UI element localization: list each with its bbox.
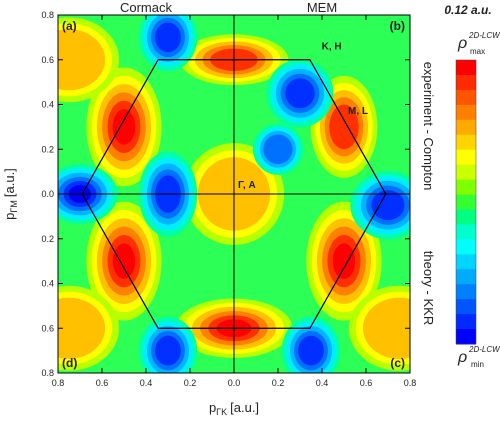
x-tick-label-7: 0.6: [360, 378, 373, 388]
y-tick-label-6: 0.4: [41, 279, 54, 289]
cold-region-4-level-4: [285, 78, 315, 109]
cold-region-7-level-3: [263, 134, 293, 165]
colorbar-swatch-12: [456, 239, 476, 255]
hot-region-7-level-2: [58, 29, 106, 91]
colorbar-swatch-8: [456, 179, 476, 196]
cold-region-2-level-4: [155, 22, 181, 53]
colorbar-swatch-6: [456, 149, 476, 166]
colorbar-top-value: 0.12 a.u.: [444, 3, 491, 17]
y-tick-label-4: 0.0: [41, 189, 54, 199]
x-tick-label-1: 0.6: [96, 378, 109, 388]
colorbar-swatch-11: [456, 224, 476, 240]
point-label-2: Γ, A: [238, 180, 256, 191]
y-tick-label-0: 0.8: [41, 10, 54, 20]
colorbar-swatch-0: [456, 60, 476, 76]
point-label-0: K, H: [322, 41, 342, 52]
panel-label-a: (a): [62, 19, 77, 33]
panel-label-b: (b): [390, 19, 405, 33]
x-tick-label-4: 0.0: [228, 378, 241, 388]
x-tick-label-3: 0.2: [184, 378, 197, 388]
axis-ticks: 0.8 0.6 0.4 0.2 0.0 0.2 0.4 0.6 0.80.80.60.40.20…: [41, 10, 416, 388]
colorbar-swatch-9: [456, 194, 476, 210]
right-label-experiment: experiment - Compton: [421, 62, 436, 191]
hot-region-1-level-5: [112, 243, 136, 279]
hot-region-8-level-2: [58, 297, 106, 359]
cold-region-3-level-4: [155, 335, 181, 366]
cold-region-6-level-4: [371, 190, 405, 221]
right-label-theory: theory - KKR: [421, 251, 436, 325]
colorbar-swatch-2: [456, 89, 476, 106]
y-tick-label-8: 0.8: [41, 368, 54, 378]
panel-label-d: (d): [62, 356, 77, 370]
panel-label-c: (c): [390, 356, 405, 370]
hot-region-0-level-5: [112, 109, 136, 145]
x-axis-label: pΓK [a.u.]: [209, 400, 259, 417]
colorbar-max-label: ρ 2D-LCW max: [457, 31, 500, 56]
y-tick-label-2: 0.4: [41, 100, 54, 110]
colorbar-swatch-1: [456, 74, 476, 91]
colorbar-min-label: ρ 2D-LCW min: [457, 345, 500, 369]
point-label-1: M, L: [348, 106, 368, 117]
svg-text:ρ: ρ: [457, 35, 467, 52]
cold-region-5-level-4: [298, 335, 324, 366]
svg-text:min: min: [471, 360, 484, 369]
svg-text:2D-LCW: 2D-LCW: [468, 345, 500, 354]
colorbar-swatch-17: [456, 314, 476, 330]
colorbar-swatch-7: [456, 164, 476, 181]
y-tick-label-1: 0.6: [41, 55, 54, 65]
x-tick-label-5: 0.2: [272, 378, 285, 388]
svg-text:max: max: [470, 47, 485, 56]
colorbar-swatch-4: [456, 119, 476, 136]
colorbar-swatch-10: [456, 209, 476, 225]
hot-region-2-level-5: [332, 243, 356, 279]
heatmap-plot: [58, 15, 410, 373]
y-axis-label: pΓM[a.u.]: [2, 168, 19, 220]
colorbar-swatch-14: [456, 269, 476, 285]
svg-text:ρ: ρ: [457, 349, 467, 366]
panel-title-right: MEM: [307, 0, 337, 15]
x-tick-label-2: 0.4: [140, 378, 153, 388]
colorbar-swatch-15: [456, 284, 476, 300]
colorbar: [455, 59, 477, 345]
y-tick-label-5: 0.2: [41, 234, 54, 244]
x-tick-label-6: 0.4: [316, 378, 329, 388]
x-tick-label-0: 0.8: [52, 378, 65, 388]
symmetry-point-labels: K, H M, L Γ, A: [238, 41, 368, 191]
colorbar-swatch-13: [456, 254, 476, 270]
panel-title-left: Cormack: [120, 0, 173, 15]
hot-region-9-level-2: [362, 297, 410, 359]
y-tick-label-3: 0.2: [41, 144, 54, 154]
colorbar-frame: [455, 59, 477, 345]
svg-text:2D-LCW: 2D-LCW: [468, 31, 500, 40]
intensity-contours: [58, 15, 410, 373]
colorbar-swatch-5: [456, 134, 476, 151]
y-tick-label-7: 0.6: [41, 323, 54, 333]
colorbar-swatch-16: [456, 299, 476, 315]
hot-region-3-level-4: [329, 104, 359, 150]
colorbar-swatch-3: [456, 104, 476, 121]
x-tick-label-8: 0.8: [404, 378, 417, 388]
colorbar-swatch-18: [456, 329, 476, 345]
